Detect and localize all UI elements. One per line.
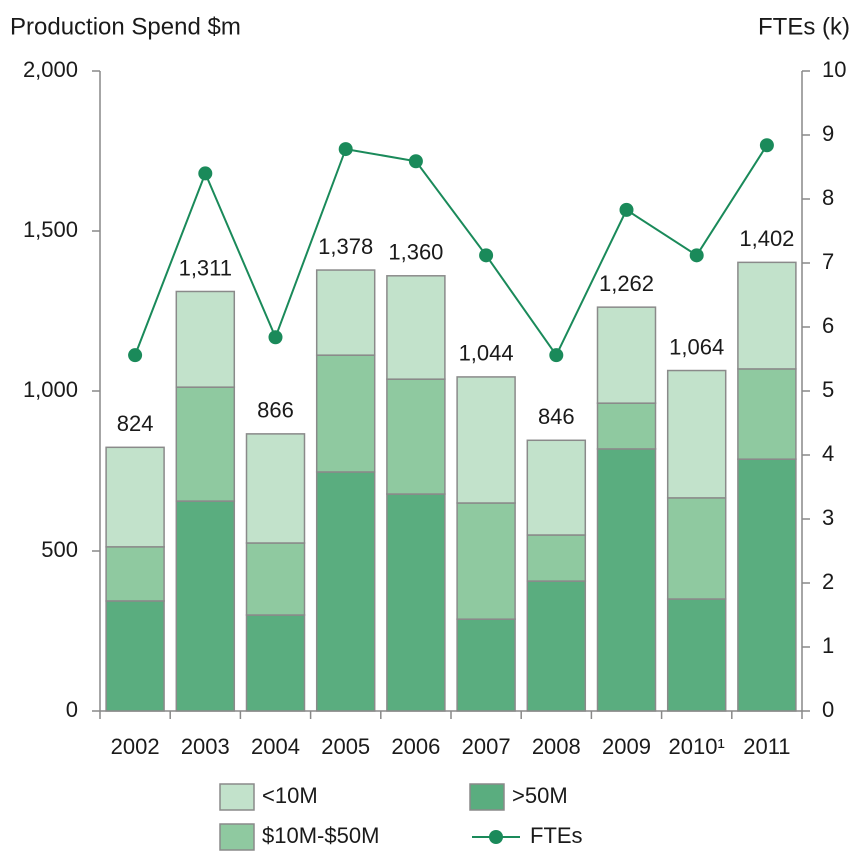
x-tick-label: 2011 [743,734,790,759]
fte-point [549,348,564,363]
y2-tick-label: 7 [822,249,834,274]
bar-segment [456,502,516,620]
fte-point [689,248,704,263]
bar-segment [666,369,727,499]
y-axis-label: Production Spend $m [10,13,241,40]
legend-swatch [219,823,255,851]
bar-segment [245,614,306,712]
x-tick-label: 2004 [251,734,300,759]
bar-segment [526,534,587,582]
legend-label: $10M-$50M [262,823,379,848]
bar-segment [386,378,446,495]
bar-segment [105,446,165,548]
bar-segment [737,458,797,712]
x-tick-label: 2005 [321,734,370,759]
bar-segment [526,439,587,536]
bar-segment [596,448,657,712]
x-tick-label: 2009 [602,734,651,759]
fte-line [134,144,768,358]
bar-segment [315,269,376,356]
fte-point [408,154,423,169]
total-label: 866 [257,398,294,423]
total-label: 846 [538,404,575,429]
fte-point [479,248,494,263]
bar-segment [245,433,306,544]
bar-segment [386,275,446,380]
fte-point [759,138,774,153]
y-tick-label: 2,000 [23,57,78,82]
y2-tick-label: 1 [822,633,834,658]
y-tick-label: 0 [66,697,78,722]
y2-tick-label: 6 [822,313,834,338]
total-label: 1,044 [459,341,514,366]
fte-point [128,348,143,363]
total-label: 1,378 [318,234,373,259]
bar-segment [666,598,727,712]
y2-tick-label: 4 [822,441,834,466]
bar-segment [596,306,657,404]
bar-segment [596,402,657,450]
legend-swatch [469,783,505,811]
y2-tick-label: 3 [822,505,834,530]
bar-segment [175,386,236,502]
legend-marker [489,830,503,844]
total-label: 824 [117,411,154,436]
bar-segment [105,600,165,712]
bar-segment [737,368,797,460]
total-label: 1,402 [739,226,794,251]
total-label: 1,064 [669,334,724,359]
y2-tick-label: 5 [822,377,834,402]
y-tick-label: 1,500 [23,217,78,242]
y2-tick-label: 2 [822,569,834,594]
legend-swatch [219,783,255,811]
bar-segment [386,493,446,712]
fte-point [619,202,634,217]
y2-tick-label: 9 [822,121,834,146]
bar-segment [456,376,516,504]
bar-segment [456,618,516,712]
bar-segment [315,471,376,712]
total-label: 1,360 [388,240,443,265]
y2-tick-label: 10 [822,57,846,82]
bar-segment [245,542,306,616]
bar-segment [737,261,797,370]
bar-segment [105,546,165,602]
legend-label: <10M [262,783,318,808]
bar-segment [666,497,727,600]
y-tick-label: 1,000 [23,377,78,402]
y-tick-label: 500 [41,537,78,562]
x-tick-label: 2008 [532,734,581,759]
bar-segment [175,290,236,388]
x-tick-label: 2006 [391,734,440,759]
bar-segment [315,354,376,473]
bar-segment [526,580,587,712]
y2-tick-label: 8 [822,185,834,210]
total-label: 1,311 [179,255,232,280]
legend-label: FTEs [530,823,583,848]
legend-label: >50M [512,783,568,808]
x-tick-label: 2007 [462,734,511,759]
bar-segment [175,500,236,712]
fte-point [268,330,283,345]
x-tick-label: 2010¹ [669,734,725,759]
fte-point [338,142,353,157]
y2-tick-label: 0 [822,697,834,722]
total-label: 1,262 [599,271,654,296]
fte-point [198,166,213,181]
y2-axis-label: FTEs (k) [758,13,850,40]
x-tick-label: 2002 [111,734,160,759]
x-tick-label: 2003 [181,734,230,759]
